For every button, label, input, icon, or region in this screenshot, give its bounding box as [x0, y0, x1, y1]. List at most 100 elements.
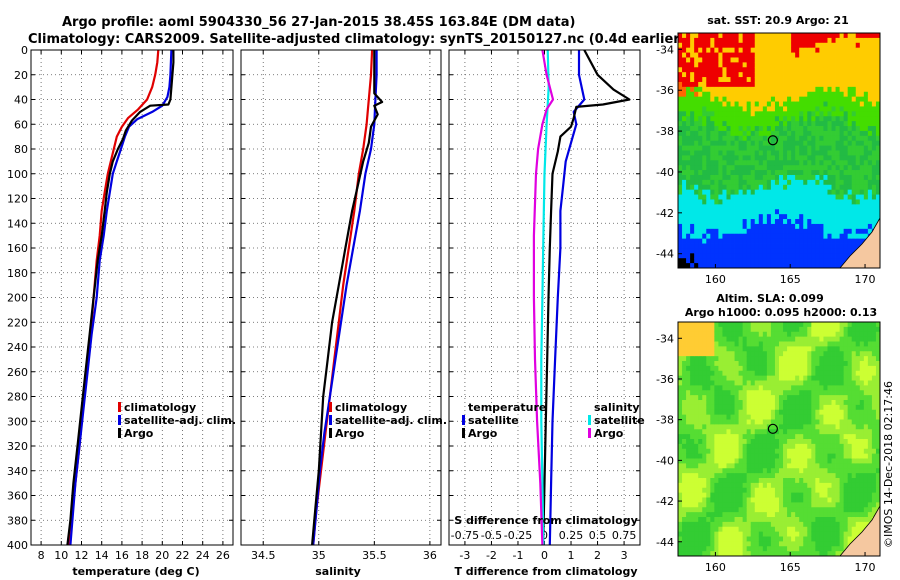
map-cell — [799, 448, 804, 455]
map-cell — [803, 351, 808, 357]
map-cell — [835, 219, 840, 225]
legend-color-mark — [462, 415, 465, 425]
map-cell — [795, 33, 800, 39]
map-cell — [706, 424, 711, 430]
map-cell — [807, 521, 812, 528]
map-cell — [811, 214, 816, 220]
map-cell — [762, 492, 768, 498]
map-cell — [875, 47, 881, 53]
map-cell — [726, 370, 731, 377]
map-cell — [787, 126, 792, 132]
map-cell — [807, 517, 812, 523]
map-cell — [754, 86, 760, 93]
map-cell — [690, 487, 695, 494]
map-cell — [690, 72, 695, 78]
map-cell — [742, 370, 748, 377]
map-cell — [811, 199, 816, 205]
map-cell — [819, 111, 824, 117]
map-cell — [787, 194, 792, 200]
map-cell — [811, 395, 816, 401]
map-cell — [702, 400, 707, 406]
map-cell — [722, 492, 727, 498]
map-cell — [803, 111, 808, 117]
map-cell — [702, 365, 707, 372]
map-cell — [690, 551, 695, 557]
difference-panel: -3 -2 -1 0 1 2 3-0.75 -0.5 -0.25 0 0.25 0.5 0.75 T d… — [448, 49, 645, 578]
map-cell — [710, 390, 715, 396]
map-cell — [827, 429, 832, 435]
map-cell — [678, 179, 683, 186]
map-cell — [758, 536, 764, 542]
map-cell — [750, 439, 756, 445]
map-cell — [758, 199, 764, 205]
map-cell — [855, 81, 861, 88]
map-cell — [710, 233, 715, 240]
map-cell — [718, 409, 723, 416]
map-cell — [815, 375, 820, 381]
map-cell — [734, 86, 739, 93]
map-cell — [843, 121, 849, 127]
map-cell — [835, 155, 840, 161]
map-cell — [843, 101, 849, 107]
map-cell — [766, 67, 772, 73]
map-cell — [835, 463, 840, 469]
map-cell — [774, 404, 780, 411]
map-cell — [774, 233, 780, 240]
map-cell — [787, 243, 792, 249]
map-cell — [807, 57, 812, 63]
map-cell — [706, 536, 711, 542]
map-cell — [815, 551, 820, 557]
map-cell — [774, 140, 780, 147]
map-cell — [843, 414, 849, 420]
map-cell — [694, 429, 699, 435]
map-cell — [855, 47, 861, 53]
map-cell — [867, 135, 873, 142]
map-cell — [726, 400, 731, 406]
map-cell — [754, 214, 760, 220]
map-cell — [754, 189, 760, 195]
map-cell — [694, 91, 699, 98]
map-cell — [742, 194, 748, 200]
map-cell — [815, 414, 820, 420]
map-cell — [839, 336, 845, 342]
map-cell — [774, 126, 780, 132]
map-cell — [831, 155, 836, 161]
map-cell — [678, 365, 683, 372]
map-cell — [831, 67, 836, 73]
map-cell — [754, 223, 760, 230]
map-cell — [678, 507, 683, 513]
map-cell — [839, 497, 845, 503]
map-cell — [754, 541, 760, 547]
map-cell — [811, 351, 816, 357]
map-cell — [839, 72, 845, 78]
map-cell — [819, 72, 824, 78]
map-cell — [686, 361, 691, 367]
map-cell — [811, 434, 816, 440]
map-cell — [831, 214, 836, 220]
map-cell — [722, 385, 727, 391]
map-cell — [770, 194, 776, 200]
map-cell — [831, 507, 836, 513]
map-cell — [758, 223, 764, 230]
map-cell — [690, 111, 695, 117]
map-cell — [710, 37, 715, 44]
map-cell — [799, 96, 804, 102]
map-cell — [855, 521, 861, 528]
map-cell — [871, 111, 877, 117]
map-cell — [710, 517, 715, 523]
map-cell — [779, 517, 784, 523]
map-cell — [783, 67, 788, 73]
map-cell — [803, 52, 808, 58]
map-cell — [779, 326, 784, 333]
map-cell — [851, 507, 857, 513]
map-cell — [678, 326, 683, 333]
map-cell — [819, 233, 824, 240]
map-cell — [690, 390, 695, 396]
map-cell — [738, 121, 744, 127]
map-cell — [754, 370, 760, 377]
map-cell — [811, 526, 816, 533]
map-cell — [742, 214, 748, 220]
map-cell — [718, 541, 723, 547]
map-cell — [746, 77, 752, 83]
map-cell — [807, 429, 812, 435]
